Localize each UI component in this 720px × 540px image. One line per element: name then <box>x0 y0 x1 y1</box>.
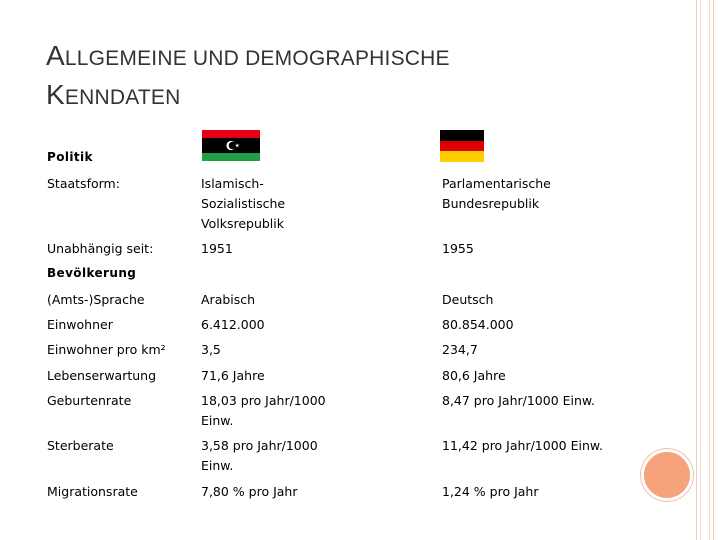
label-sterberate: Sterberate <box>47 438 114 453</box>
libya-einwohner: 6.412.000 <box>201 317 265 332</box>
decorative-frame <box>696 0 714 540</box>
title-line-2: ENNDATEN <box>64 86 181 109</box>
libya-unabhaengig: 1951 <box>201 241 233 256</box>
libya-sprache: Arabisch <box>201 292 256 307</box>
libya-sterberate: 3,58 pro Jahr/1000 Einw. <box>201 436 318 476</box>
libya-lebenserwartung: 71,6 Jahre <box>201 368 265 383</box>
germany-flag-icon <box>440 130 484 162</box>
germany-dichte: 234,7 <box>442 342 478 357</box>
libya-staatsform: Islamisch- Sozialistische Volksrepublik <box>201 174 285 234</box>
germany-sprache: Deutsch <box>442 292 494 307</box>
label-migrationsrate: Migrationsrate <box>47 484 138 499</box>
libya-flag-icon <box>202 130 260 161</box>
label-lebenserwartung: Lebenserwartung <box>47 368 157 383</box>
germany-sterberate: 11,42 pro Jahr/1000 Einw. <box>442 438 603 453</box>
germany-staatsform: Parlamentarische Bundesrepublik <box>442 174 551 214</box>
libya-geburtenrate-line: 18,03 pro Jahr/1000 <box>201 393 326 408</box>
section-bevoelkerung: Bevölkerung <box>47 266 137 280</box>
label-einwohner: Einwohner <box>47 317 113 332</box>
label-sprache: (Amts-)Sprache <box>47 292 145 307</box>
label-dichte: Einwohner pro km² <box>47 342 166 357</box>
germany-staatsform-line: Parlamentarische <box>442 176 551 191</box>
germany-geburtenrate: 8,47 pro Jahr/1000 Einw. <box>442 393 595 408</box>
libya-staatsform-line: Volksrepublik <box>201 216 284 231</box>
germany-migrationsrate: 1,24 % pro Jahr <box>442 484 539 499</box>
germany-staatsform-line: Bundesrepublik <box>442 196 540 211</box>
title-initial-1: A <box>46 40 65 71</box>
page-title: ALLGEMEINE UND DEMOGRAPHISCHE KENNDATEN <box>46 38 450 116</box>
libya-sterberate-line: 3,58 pro Jahr/1000 <box>201 438 318 453</box>
decorative-circle <box>641 449 693 501</box>
libya-migrationsrate: 7,80 % pro Jahr <box>201 484 298 499</box>
germany-einwohner: 80.854.000 <box>442 317 514 332</box>
label-staatsform: Staatsform: <box>47 176 120 191</box>
decorative-frame-inner <box>700 0 710 540</box>
section-politik: Politik <box>47 150 93 164</box>
libya-geburtenrate-line: Einw. <box>201 413 234 428</box>
libya-staatsform-line: Islamisch- <box>201 176 264 191</box>
libya-dichte: 3,5 <box>201 342 221 357</box>
libya-sterberate-line: Einw. <box>201 458 234 473</box>
title-initial-2: K <box>46 79 65 110</box>
germany-lebenserwartung: 80,6 Jahre <box>442 368 506 383</box>
libya-staatsform-line: Sozialistische <box>201 196 286 211</box>
label-unabhaengig: Unabhängig seit: <box>47 241 154 256</box>
label-geburtenrate: Geburtenrate <box>47 393 132 408</box>
libya-geburtenrate: 18,03 pro Jahr/1000 Einw. <box>201 391 326 431</box>
germany-unabhaengig: 1955 <box>442 241 474 256</box>
title-line-1: LLGEMEINE UND DEMOGRAPHISCHE <box>64 47 450 70</box>
